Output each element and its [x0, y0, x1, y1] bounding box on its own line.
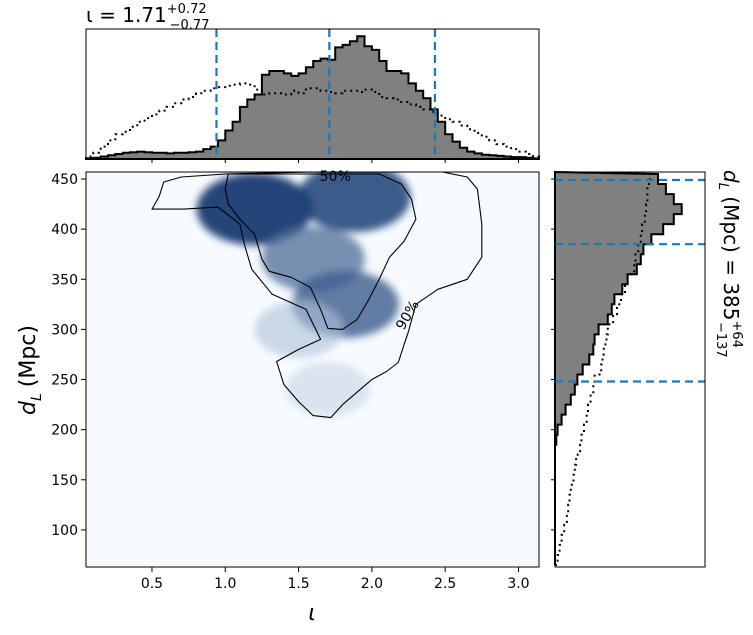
- top-marginal-frame: [85, 28, 540, 160]
- x-axis-ticks: 0.5 1.0 1.5 2.0 2.5 3.0: [141, 567, 530, 592]
- right-marginal-title: dL (Mpc) = 385+64−137: [713, 170, 744, 358]
- x-tick-label-3: 2.0: [361, 576, 383, 592]
- right-histogram: [554, 170, 705, 566]
- y-axis-ticks: 100 150 200 250 300 350 400 450: [51, 172, 86, 539]
- y-tick-label-5: 350: [51, 272, 78, 288]
- density-blob-5: [285, 362, 371, 417]
- credible-contours: [151, 172, 483, 419]
- x-tick-label-0: 0.5: [141, 576, 163, 592]
- y-axis-label: dL(Mpc): [16, 325, 45, 415]
- right-marginal-frame: [554, 171, 706, 568]
- right-posterior-histogram: [554, 170, 683, 565]
- contour-label-50pct: 50%: [320, 169, 351, 185]
- x-tick-label-5: 3.0: [507, 576, 529, 592]
- y-tick-label-4: 300: [51, 322, 78, 338]
- top-histogram: [85, 29, 540, 163]
- x-axis-label: ι: [308, 601, 315, 626]
- contour-90pct: [151, 172, 483, 419]
- y-tick-label-1: 150: [51, 473, 78, 489]
- y-tick-label-2: 200: [51, 423, 78, 439]
- x-tick-label-1: 1.0: [214, 576, 236, 592]
- top-marginal-title: ι = 1.71+0.72 −0.77: [86, 2, 209, 33]
- right-marginal-panel: dL (Mpc) = 385+64−137: [551, 170, 744, 568]
- right-marginal-ticks: [551, 178, 555, 531]
- y-tick-label-3: 250: [51, 373, 78, 389]
- y-tick-label-6: 400: [51, 222, 78, 238]
- joint-panel: 50%90% 0.5 1.0 1.5 2.0 2.5 3.0 10015020025030…: [16, 169, 540, 626]
- top-posterior-histogram: [85, 35, 540, 160]
- joint-frame: [85, 171, 540, 568]
- density-blob-4: [254, 301, 343, 358]
- x-tick-label-4: 2.5: [434, 576, 456, 592]
- y-tick-label-7: 450: [51, 172, 78, 188]
- top-marginal-panel: ι = 1.71+0.72 −0.77: [85, 2, 540, 163]
- contour-50pct: [224, 173, 417, 330]
- x-tick-label-2: 1.5: [287, 576, 309, 592]
- y-tick-label-0: 100: [51, 523, 78, 539]
- density-blob-1: [298, 172, 411, 233]
